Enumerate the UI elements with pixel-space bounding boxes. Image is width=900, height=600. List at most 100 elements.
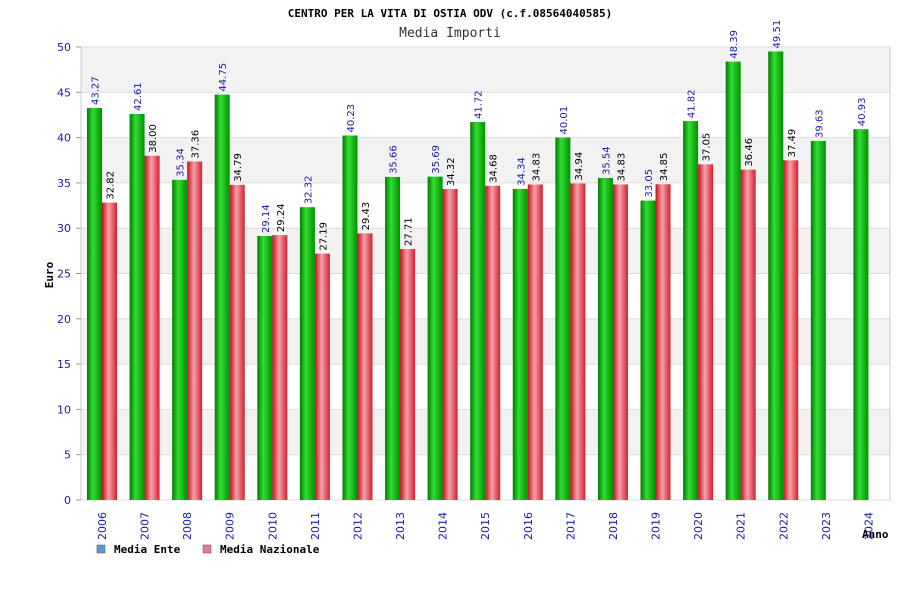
bar-media-nazionale [740, 169, 756, 500]
y-tick-label: 35 [57, 177, 71, 190]
bar-media-ente [427, 176, 443, 500]
data-label-media-ente: 48.39 [729, 30, 740, 59]
y-tick-label: 0 [64, 494, 71, 507]
bar-media-nazionale [229, 184, 245, 500]
bar-media-nazionale [570, 183, 586, 500]
bar-media-ente [470, 122, 486, 501]
data-label-media-nazionale: 34.83 [531, 153, 542, 182]
bar-media-nazionale [783, 160, 799, 500]
legend-label-media-nazionale: Media Nazionale [220, 543, 320, 556]
bar-media-ente [725, 61, 741, 500]
data-label-media-ente: 35.66 [389, 145, 400, 174]
bar-media-nazionale [357, 233, 373, 500]
bar-media-ente [257, 235, 273, 501]
data-label-media-nazionale: 37.49 [787, 129, 798, 158]
data-label-media-nazionale: 34.94 [574, 152, 585, 181]
data-label-media-nazionale: 37.36 [191, 130, 202, 159]
data-label-media-ente: 35.69 [431, 145, 442, 174]
data-label-media-ente: 40.93 [857, 98, 868, 127]
bar-media-nazionale [485, 185, 501, 500]
legend-label-media-ente: Media Ente [114, 543, 181, 556]
x-tick-label: 2018 [607, 512, 620, 540]
bar-media-nazionale [144, 155, 160, 500]
x-tick-label: 2008 [181, 512, 194, 540]
bar-media-ente [810, 140, 826, 500]
data-label-media-nazionale: 34.83 [616, 153, 627, 182]
bar-media-ente [214, 94, 230, 500]
y-tick-label: 40 [57, 132, 71, 145]
x-tick-label: 2006 [96, 512, 109, 540]
data-label-media-ente: 35.34 [176, 148, 187, 177]
data-label-media-ente: 44.75 [218, 63, 229, 92]
bar-media-nazionale [698, 164, 714, 500]
bar-media-nazionale [187, 161, 203, 500]
bar-media-ente [512, 188, 528, 501]
bar-media-ente [299, 207, 315, 501]
x-axis-ticks: 2006 2007 2008 2009 2010 2011 2012 2013 2014 2015… [96, 512, 875, 540]
x-tick-label: 2019 [650, 512, 663, 540]
y-tick-label: 45 [57, 86, 71, 99]
x-tick-label: 2009 [224, 512, 237, 540]
legend-swatch-media-nazionale [202, 544, 212, 554]
data-label-media-ente: 41.82 [687, 89, 698, 118]
data-label-media-ente: 35.54 [601, 146, 612, 175]
bar-media-nazionale [102, 202, 117, 500]
bars [87, 51, 869, 501]
data-label-media-ente: 41.72 [474, 90, 485, 119]
data-label-media-nazionale: 27.71 [404, 217, 415, 246]
data-label-media-nazionale: 37.05 [702, 133, 713, 162]
bar-media-ente [768, 51, 784, 501]
bar-media-nazionale [314, 253, 330, 500]
bar-media-nazionale [655, 184, 671, 500]
data-label-media-ente: 43.27 [91, 76, 102, 105]
x-tick-label: 2007 [139, 512, 152, 540]
y-tick-label: 20 [57, 313, 71, 326]
bar-media-ente [342, 135, 358, 500]
bar-media-ente [172, 179, 188, 501]
data-label-media-nazionale: 34.68 [489, 154, 500, 183]
y-tick-label: 50 [57, 41, 71, 54]
x-tick-label: 2024 [862, 512, 875, 540]
data-labels: 43.27 32.82 42.61 38.00 35.34 37.36 44.75 34.79… [91, 20, 868, 251]
data-label-media-nazionale: 38.00 [148, 124, 159, 153]
data-label-media-ente: 33.05 [644, 169, 655, 198]
bar-media-ente [129, 113, 145, 500]
bar-media-ente [640, 200, 656, 500]
legend: Media Ente Media Nazionale [96, 543, 320, 556]
y-tick-label: 30 [57, 222, 71, 235]
y-tick-label: 10 [57, 403, 71, 416]
y-tick-label: 15 [57, 358, 71, 371]
x-tick-label: 2013 [394, 512, 407, 540]
bar-media-ente [853, 129, 869, 500]
x-tick-label: 2016 [522, 512, 535, 540]
data-label-media-ente: 39.63 [814, 109, 825, 138]
x-tick-label: 2012 [351, 512, 364, 540]
x-tick-label: 2023 [820, 512, 833, 540]
x-axis-label: Anno [862, 528, 889, 541]
bar-media-ente [87, 107, 102, 500]
y-tick-label: 25 [57, 268, 71, 281]
bar-media-ente [385, 176, 401, 500]
chart-subtitle: Media Importi [399, 26, 501, 41]
data-label-media-nazionale: 29.24 [276, 203, 287, 232]
x-tick-label: 2021 [735, 512, 748, 540]
y-tick-label: 5 [64, 449, 71, 462]
data-label-media-nazionale: 34.85 [659, 153, 670, 182]
data-label-media-nazionale: 36.46 [744, 138, 755, 167]
chart-title: CENTRO PER LA VITA DI OSTIA ODV (c.f.085… [288, 7, 613, 20]
x-tick-label: 2014 [437, 512, 450, 540]
y-axis-label: Euro [43, 261, 56, 288]
data-label-media-nazionale: 32.82 [106, 171, 117, 200]
bar-media-ente [555, 137, 571, 500]
data-label-media-ente: 34.34 [516, 157, 527, 186]
x-tick-label: 2017 [564, 512, 577, 540]
data-label-media-nazionale: 29.43 [361, 202, 372, 231]
data-label-media-ente: 40.01 [559, 106, 570, 135]
bar-media-ente [683, 121, 699, 500]
data-label-media-ente: 29.14 [261, 204, 272, 233]
y-axis-ticks: 0 5 10 15 20 25 30 35 40 45 50 [57, 41, 81, 507]
data-label-media-nazionale: 27.19 [318, 222, 329, 251]
data-label-media-nazionale: 34.79 [233, 153, 244, 182]
plot-band [81, 47, 890, 93]
